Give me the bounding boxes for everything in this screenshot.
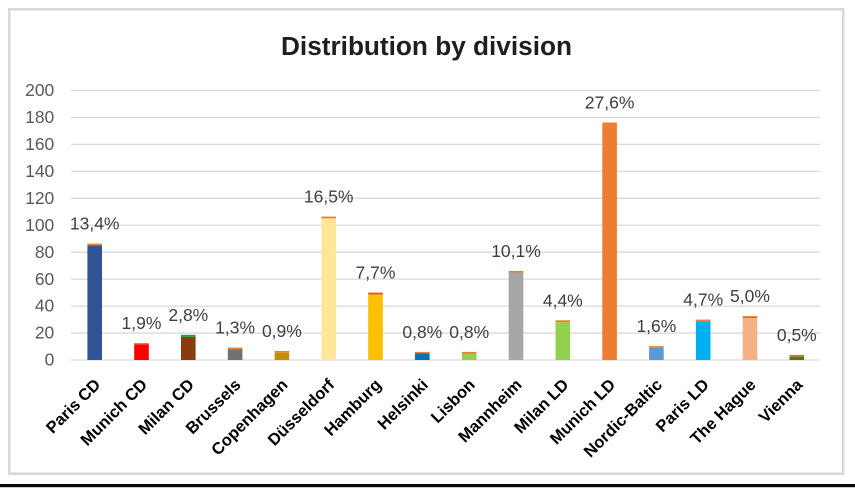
svg-text:10,1%: 10,1% <box>491 241 541 261</box>
svg-text:1,6%: 1,6% <box>636 316 676 336</box>
svg-text:60: 60 <box>35 269 55 289</box>
svg-text:40: 40 <box>35 296 55 316</box>
svg-text:100: 100 <box>25 215 54 235</box>
svg-text:27,6%: 27,6% <box>585 93 635 113</box>
svg-text:0,9%: 0,9% <box>262 321 302 341</box>
svg-text:16,5%: 16,5% <box>304 187 354 207</box>
svg-text:2,8%: 2,8% <box>168 305 208 325</box>
svg-text:7,7%: 7,7% <box>356 263 396 283</box>
svg-text:4,7%: 4,7% <box>683 290 723 310</box>
svg-text:Distribution by division: Distribution by division <box>281 31 572 61</box>
svg-text:0: 0 <box>45 350 55 370</box>
svg-text:1,3%: 1,3% <box>215 318 255 338</box>
svg-text:140: 140 <box>25 161 54 181</box>
svg-text:180: 180 <box>25 107 54 127</box>
svg-text:120: 120 <box>25 188 54 208</box>
svg-text:5,0%: 5,0% <box>730 286 770 306</box>
svg-text:13,4%: 13,4% <box>70 214 120 234</box>
svg-text:4,4%: 4,4% <box>543 290 583 310</box>
svg-text:80: 80 <box>35 242 55 262</box>
svg-text:0,8%: 0,8% <box>402 322 442 342</box>
svg-text:1,9%: 1,9% <box>122 313 162 333</box>
svg-text:0,8%: 0,8% <box>449 322 489 342</box>
svg-text:160: 160 <box>25 134 54 154</box>
svg-text:200: 200 <box>25 80 54 100</box>
svg-text:0,5%: 0,5% <box>777 325 817 345</box>
svg-text:20: 20 <box>35 323 55 343</box>
